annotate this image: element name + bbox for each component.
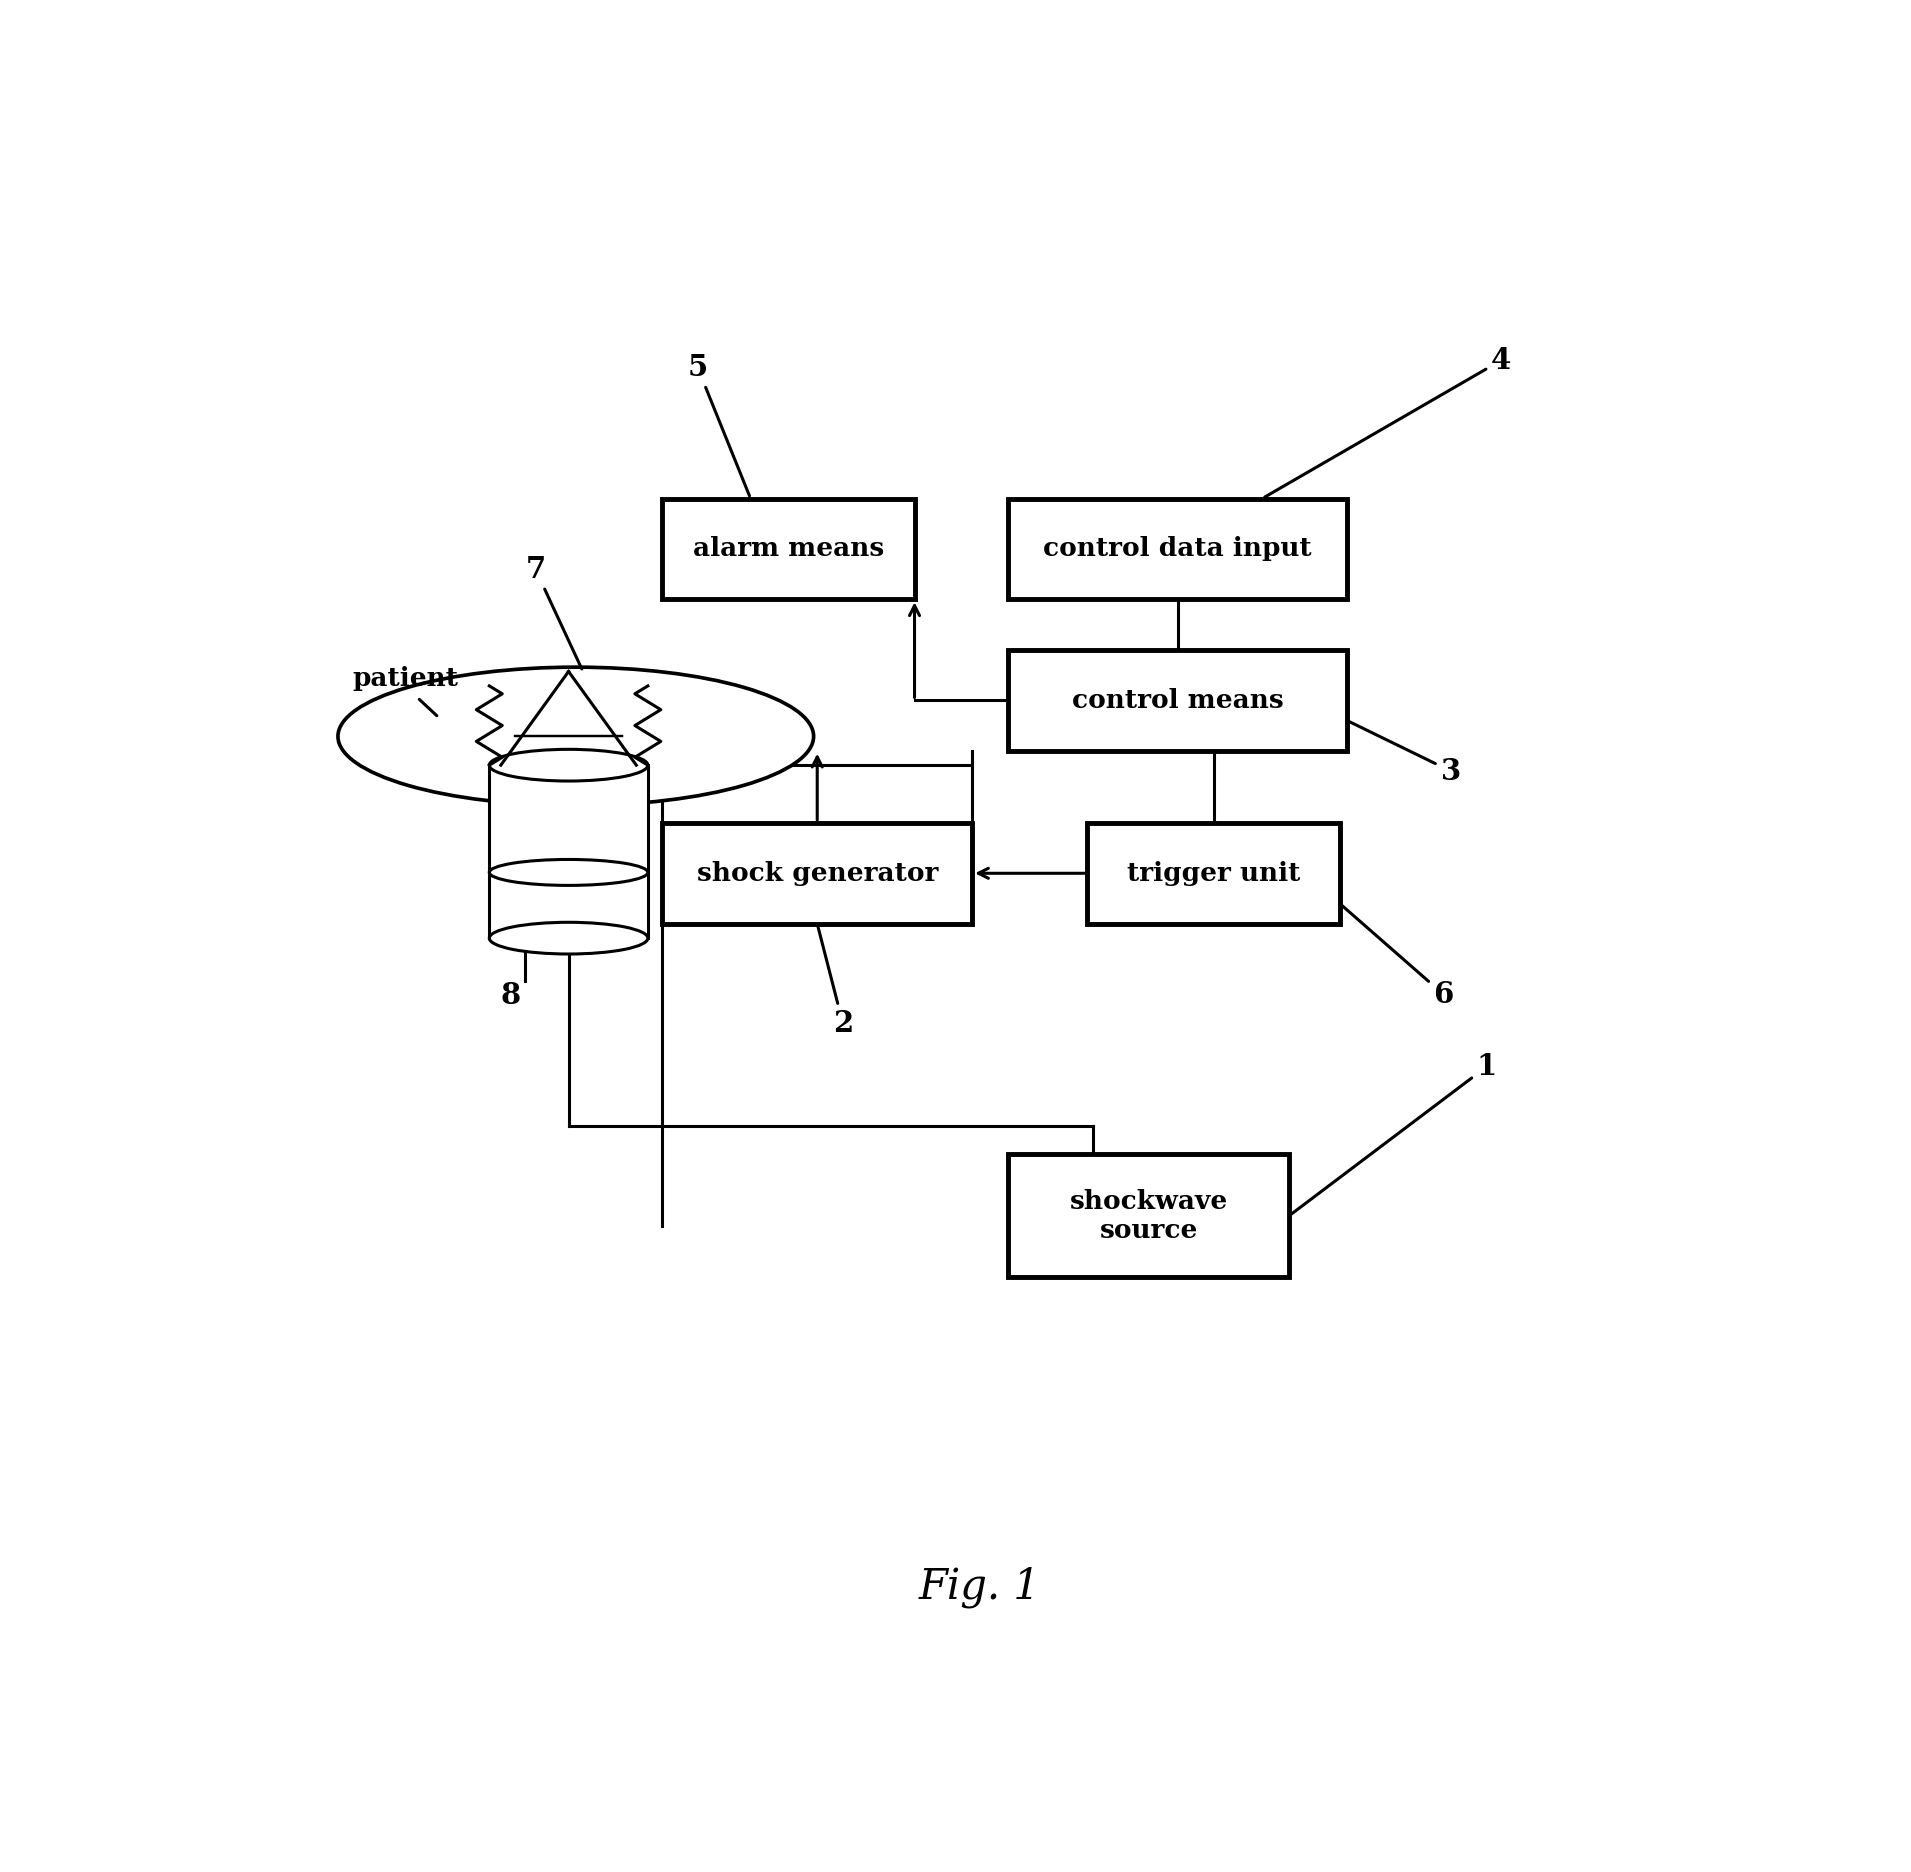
Text: 6: 6 bbox=[1342, 906, 1454, 1009]
Text: 8: 8 bbox=[501, 981, 522, 1011]
Bar bbox=[1009, 650, 1347, 751]
Text: 5: 5 bbox=[688, 354, 749, 496]
Ellipse shape bbox=[338, 666, 814, 805]
Text: patient: patient bbox=[352, 666, 459, 691]
Text: control means: control means bbox=[1072, 687, 1284, 713]
Text: shockwave
source: shockwave source bbox=[1070, 1189, 1229, 1243]
Ellipse shape bbox=[489, 859, 648, 885]
Text: 7: 7 bbox=[526, 554, 581, 668]
Text: shock generator: shock generator bbox=[696, 861, 938, 885]
Text: alarm means: alarm means bbox=[694, 537, 885, 562]
Bar bbox=[489, 766, 648, 938]
Text: 4: 4 bbox=[1265, 346, 1512, 498]
Bar bbox=[663, 824, 973, 923]
Text: control data input: control data input bbox=[1043, 537, 1311, 562]
Text: 1: 1 bbox=[1292, 1052, 1496, 1213]
Bar bbox=[663, 498, 915, 599]
Ellipse shape bbox=[489, 749, 648, 781]
Text: Fig. 1: Fig. 1 bbox=[919, 1565, 1040, 1608]
Text: 3: 3 bbox=[1349, 723, 1460, 786]
Text: 2: 2 bbox=[818, 927, 852, 1037]
Ellipse shape bbox=[489, 923, 648, 955]
Bar bbox=[1009, 1155, 1290, 1277]
Text: trigger unit: trigger unit bbox=[1127, 861, 1299, 885]
Bar bbox=[1087, 824, 1340, 923]
Bar bbox=[1009, 498, 1347, 599]
